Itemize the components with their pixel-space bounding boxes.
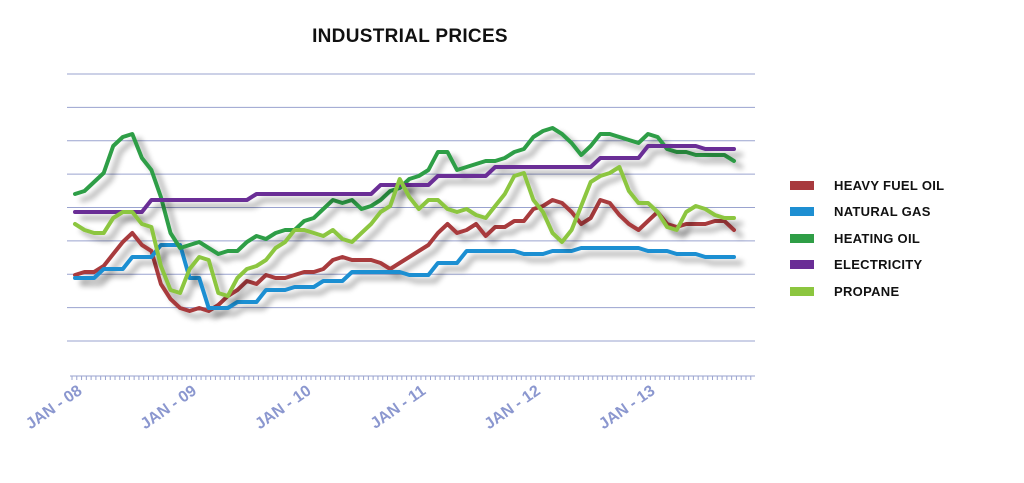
series-line-heavy-fuel-oil	[73, 198, 736, 313]
series-line-natural-gas	[73, 243, 736, 310]
legend-item-natural-gas: NATURAL GAS	[790, 199, 944, 226]
x-tick-labels: JAN - 08 JAN - 09 JAN - 10 JAN - 11 JAN - 12…	[23, 382, 658, 433]
chart-title: INDUSTRIAL PRICES	[312, 26, 508, 47]
legend-swatch-propane	[790, 286, 814, 296]
legend-swatch-electricity	[790, 260, 814, 270]
legend-label: NATURAL GAS	[834, 204, 931, 220]
legend: HEAVY FUEL OIL NATURAL GAS HEATING OIL E…	[790, 172, 944, 305]
legend-swatch-heating-oil	[790, 233, 814, 243]
legend-label: HEATING OIL	[834, 230, 921, 246]
legend-swatch-heavy-fuel-oil	[790, 180, 814, 190]
x-tick-label: JAN - 09	[138, 382, 200, 433]
legend-item-propane: PROPANE	[790, 278, 944, 305]
legend-swatch-natural-gas	[790, 207, 814, 217]
legend-item-electricity: ELECTRICITY	[790, 252, 944, 279]
series-line-electricity	[73, 144, 736, 214]
x-tick-label: JAN - 11	[368, 382, 430, 432]
legend-item-heavy-fuel-oil: HEAVY FUEL OIL	[790, 172, 944, 199]
series-line-propane	[73, 165, 736, 298]
x-tick-label: JAN - 13	[596, 382, 658, 433]
x-axis	[70, 375, 755, 380]
legend-item-heating-oil: HEATING OIL	[790, 225, 944, 252]
x-tick-label: JAN - 12	[481, 382, 543, 433]
series-group	[73, 126, 736, 313]
legend-label: HEAVY FUEL OIL	[834, 177, 945, 193]
x-tick-label: JAN - 08	[23, 382, 85, 433]
legend-label: PROPANE	[834, 283, 900, 299]
legend-label: ELECTRICITY	[834, 257, 923, 273]
x-tick-label: JAN - 10	[252, 382, 314, 433]
